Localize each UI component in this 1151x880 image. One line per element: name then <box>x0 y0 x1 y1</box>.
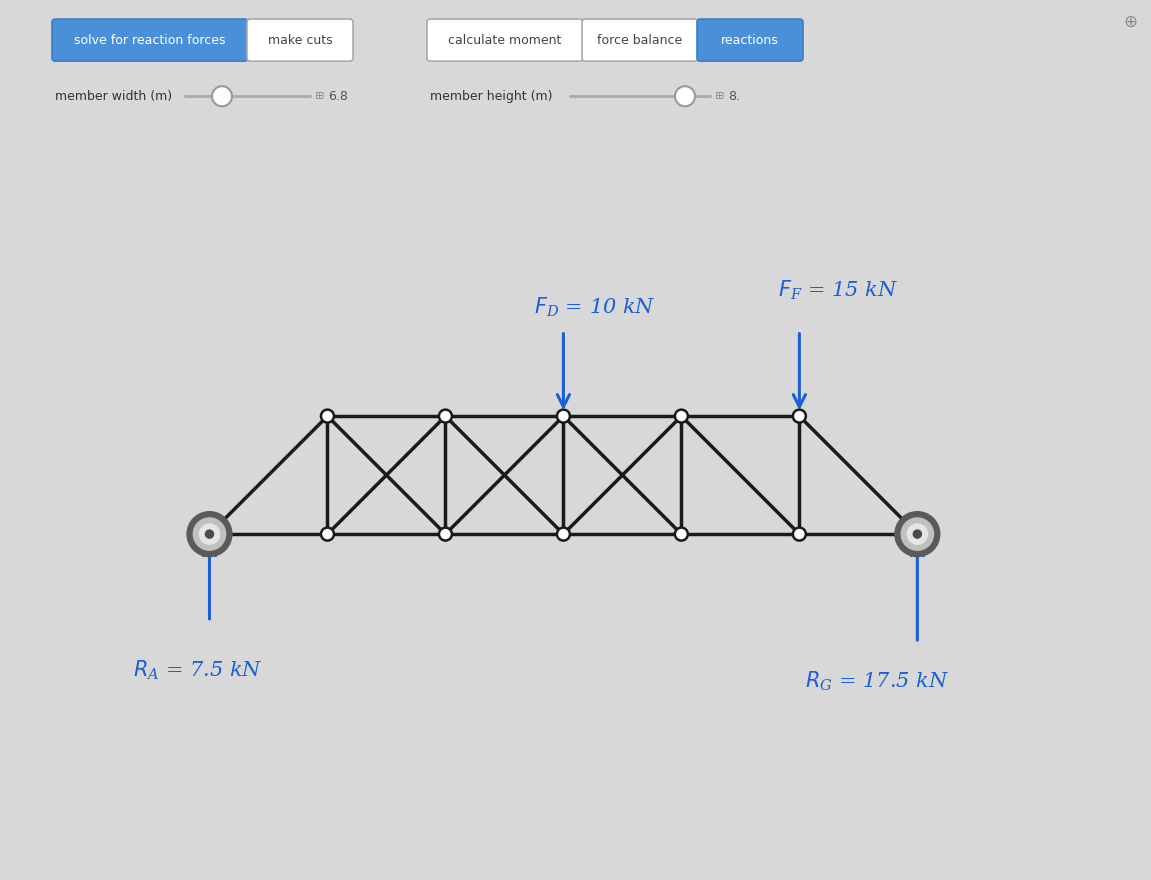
Circle shape <box>321 409 334 422</box>
Circle shape <box>557 528 570 540</box>
Circle shape <box>439 409 452 422</box>
Text: solve for reaction forces: solve for reaction forces <box>75 33 226 47</box>
FancyBboxPatch shape <box>247 19 353 61</box>
Text: ⊞: ⊞ <box>315 92 325 101</box>
Circle shape <box>199 524 220 544</box>
Text: $R_\mathregular{G}$ = 17.5 kN: $R_\mathregular{G}$ = 17.5 kN <box>806 670 950 693</box>
Circle shape <box>557 409 570 422</box>
Circle shape <box>674 528 688 540</box>
Text: calculate moment: calculate moment <box>448 33 562 47</box>
FancyBboxPatch shape <box>698 19 803 61</box>
Text: 6.8: 6.8 <box>328 90 348 103</box>
Text: force balance: force balance <box>597 33 683 47</box>
Text: ⊕: ⊕ <box>1123 13 1137 31</box>
Circle shape <box>793 409 806 422</box>
Circle shape <box>901 518 933 550</box>
Text: make cuts: make cuts <box>268 33 333 47</box>
Circle shape <box>674 409 688 422</box>
Circle shape <box>321 528 334 540</box>
Text: $R_\mathregular{A}$ = 7.5 kN: $R_\mathregular{A}$ = 7.5 kN <box>132 658 262 682</box>
Text: ⊞: ⊞ <box>715 92 724 101</box>
Circle shape <box>188 511 231 556</box>
Text: member height (m): member height (m) <box>430 90 552 103</box>
Circle shape <box>205 530 214 539</box>
Circle shape <box>439 528 452 540</box>
Circle shape <box>212 86 233 106</box>
Circle shape <box>203 528 216 540</box>
Text: member width (m): member width (m) <box>55 90 173 103</box>
Circle shape <box>913 530 922 539</box>
Text: reactions: reactions <box>722 33 779 47</box>
Circle shape <box>193 518 226 550</box>
Circle shape <box>910 528 924 540</box>
Text: $F_\mathregular{D}$ = 10 kN: $F_\mathregular{D}$ = 10 kN <box>534 296 656 319</box>
Circle shape <box>674 86 695 106</box>
FancyBboxPatch shape <box>582 19 698 61</box>
FancyBboxPatch shape <box>52 19 247 61</box>
Text: 8.: 8. <box>727 90 740 103</box>
Circle shape <box>907 524 928 544</box>
Text: $F_\mathregular{F}$ = 15 kN: $F_\mathregular{F}$ = 15 kN <box>778 278 899 302</box>
FancyBboxPatch shape <box>427 19 584 61</box>
Circle shape <box>793 528 806 540</box>
Circle shape <box>895 511 939 556</box>
